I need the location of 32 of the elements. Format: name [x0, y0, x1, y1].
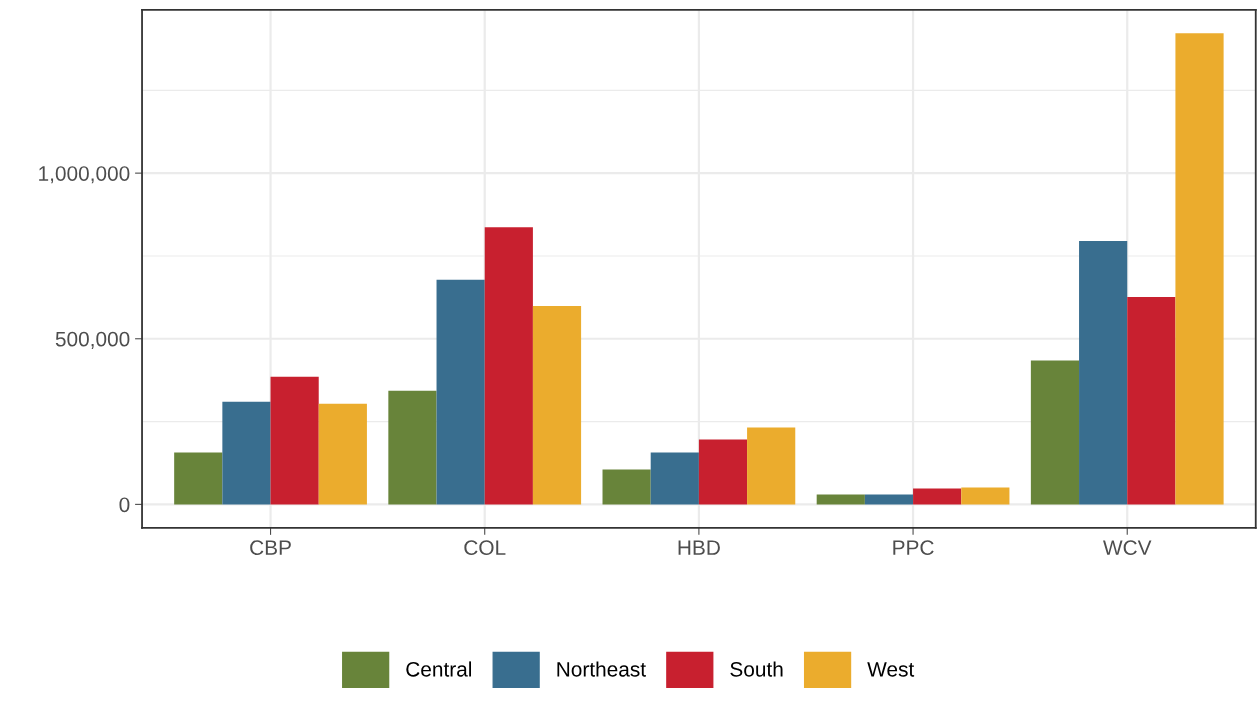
- bar: [270, 376, 319, 505]
- bar: [747, 427, 796, 505]
- bar: [913, 488, 962, 505]
- x-tick-label: WCV: [1103, 540, 1152, 556]
- bar: [388, 390, 437, 505]
- bar: [436, 279, 485, 505]
- x-tick-label: PPC: [893, 540, 934, 556]
- legend-label: South: [730, 661, 783, 677]
- bar: [602, 469, 651, 505]
- bar: [961, 487, 1010, 505]
- bar: [222, 401, 271, 505]
- bar: [1127, 297, 1176, 505]
- x-tick-label: CBP: [250, 540, 291, 556]
- legend-label: West: [867, 662, 915, 677]
- x-tick-label: HBD: [678, 540, 720, 555]
- bar: [650, 452, 699, 505]
- bar: [1030, 360, 1080, 505]
- bar: [698, 439, 748, 505]
- bar: [1175, 33, 1224, 505]
- bar: [1079, 241, 1128, 505]
- y-tick-label: 500,000: [55, 331, 130, 349]
- bar: [532, 305, 582, 505]
- y-tick-label: 0: [119, 497, 130, 513]
- bar: [864, 494, 914, 505]
- bar: [816, 494, 865, 505]
- legend-label: Northeast: [557, 661, 646, 677]
- bar: [484, 227, 533, 505]
- x-tick-label: COL: [464, 540, 506, 556]
- y-tick-label: 1,000,000: [39, 166, 130, 184]
- bar: [174, 452, 223, 505]
- bar: [318, 403, 367, 505]
- legend-label: Central: [406, 661, 472, 677]
